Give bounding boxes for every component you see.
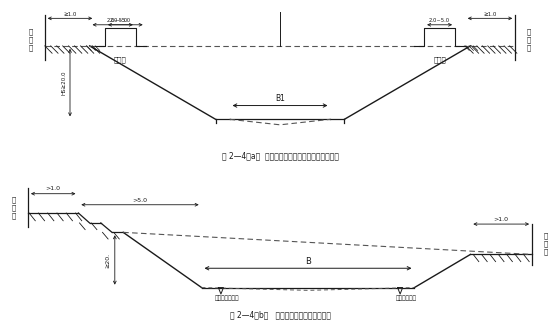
Text: B: B — [305, 257, 311, 266]
Text: 2.0~5.0: 2.0~5.0 — [429, 18, 450, 23]
Text: 用
地
界: 用 地 界 — [527, 28, 531, 51]
Text: ≥1.0: ≥1.0 — [63, 12, 77, 17]
Text: 弃土堆: 弃土堆 — [114, 56, 127, 63]
Text: ≥20.: ≥20. — [106, 252, 110, 267]
Text: B1: B1 — [275, 94, 285, 103]
Text: 用
地
界: 用 地 界 — [12, 196, 16, 219]
Text: 图 2—4（a）  粘性土有弃土堆路堑标准设计断面图: 图 2—4（a） 粘性土有弃土堆路堑标准设计断面图 — [222, 152, 338, 161]
Text: 图 2—4（b）   无弃土堆路堑标准设计断面: 图 2—4（b） 无弃土堆路堑标准设计断面 — [230, 311, 330, 320]
Text: 用
地
界: 用 地 界 — [544, 232, 548, 255]
Text: >5.0: >5.0 — [133, 197, 147, 203]
Text: >1.0: >1.0 — [46, 187, 60, 191]
Text: 2.0~5.0: 2.0~5.0 — [110, 18, 131, 23]
Text: 2.0~5.0: 2.0~5.0 — [107, 18, 128, 23]
Text: 纵断面路肩标高: 纵断面路肩标高 — [214, 296, 239, 301]
Text: 弃土堆: 弃土堆 — [433, 56, 446, 63]
Text: ≥1.0: ≥1.0 — [483, 12, 497, 17]
Text: HS≥20.0: HS≥20.0 — [62, 70, 67, 95]
Text: 用
地
界: 用 地 界 — [29, 28, 33, 51]
Text: >1.0: >1.0 — [494, 217, 508, 222]
Text: 路肩设计标高: 路肩设计标高 — [395, 296, 417, 301]
